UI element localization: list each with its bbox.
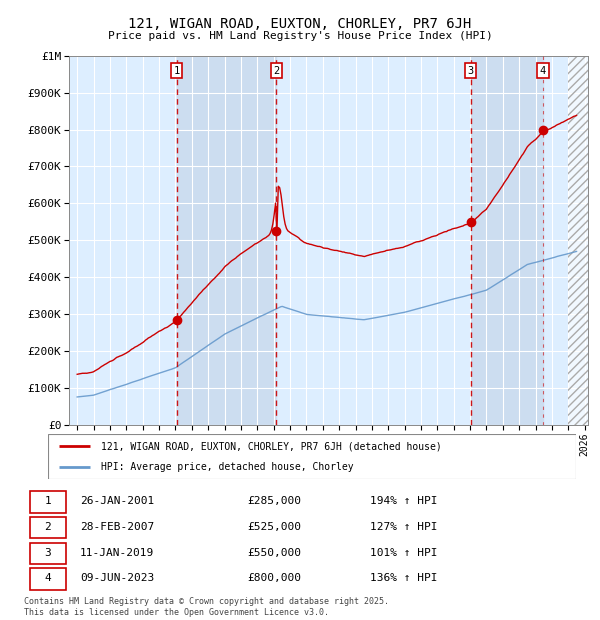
Text: 2: 2 bbox=[273, 66, 280, 76]
Text: 3: 3 bbox=[467, 66, 474, 76]
Bar bbox=[29, 492, 66, 513]
Text: 1: 1 bbox=[173, 66, 180, 76]
Text: £525,000: £525,000 bbox=[247, 522, 301, 532]
Text: 194% ↑ HPI: 194% ↑ HPI bbox=[370, 497, 437, 507]
Bar bbox=[29, 542, 66, 564]
Bar bbox=[29, 517, 66, 538]
Text: 28-FEB-2007: 28-FEB-2007 bbox=[80, 522, 154, 532]
Text: 1: 1 bbox=[44, 497, 51, 507]
Text: 101% ↑ HPI: 101% ↑ HPI bbox=[370, 548, 437, 558]
Text: 2: 2 bbox=[44, 522, 51, 532]
Text: 121, WIGAN ROAD, EUXTON, CHORLEY, PR7 6JH: 121, WIGAN ROAD, EUXTON, CHORLEY, PR7 6J… bbox=[128, 17, 472, 32]
Text: 11-JAN-2019: 11-JAN-2019 bbox=[80, 548, 154, 558]
Bar bbox=[177, 56, 276, 425]
Bar bbox=[568, 56, 593, 425]
Bar bbox=[29, 569, 66, 590]
Text: £550,000: £550,000 bbox=[247, 548, 301, 558]
Bar bbox=[470, 56, 543, 425]
Text: Price paid vs. HM Land Registry's House Price Index (HPI): Price paid vs. HM Land Registry's House … bbox=[107, 31, 493, 41]
Text: 09-JUN-2023: 09-JUN-2023 bbox=[80, 574, 154, 583]
Text: 121, WIGAN ROAD, EUXTON, CHORLEY, PR7 6JH (detached house): 121, WIGAN ROAD, EUXTON, CHORLEY, PR7 6J… bbox=[101, 441, 442, 451]
Text: Contains HM Land Registry data © Crown copyright and database right 2025.
This d: Contains HM Land Registry data © Crown c… bbox=[24, 598, 389, 617]
Text: £800,000: £800,000 bbox=[247, 574, 301, 583]
Text: £285,000: £285,000 bbox=[247, 497, 301, 507]
Text: HPI: Average price, detached house, Chorley: HPI: Average price, detached house, Chor… bbox=[101, 462, 353, 472]
Text: 3: 3 bbox=[44, 548, 51, 558]
Text: 26-JAN-2001: 26-JAN-2001 bbox=[80, 497, 154, 507]
Text: 4: 4 bbox=[539, 66, 546, 76]
Text: 4: 4 bbox=[44, 574, 51, 583]
Text: 136% ↑ HPI: 136% ↑ HPI bbox=[370, 574, 437, 583]
Text: 127% ↑ HPI: 127% ↑ HPI bbox=[370, 522, 437, 532]
Bar bbox=[568, 56, 593, 425]
